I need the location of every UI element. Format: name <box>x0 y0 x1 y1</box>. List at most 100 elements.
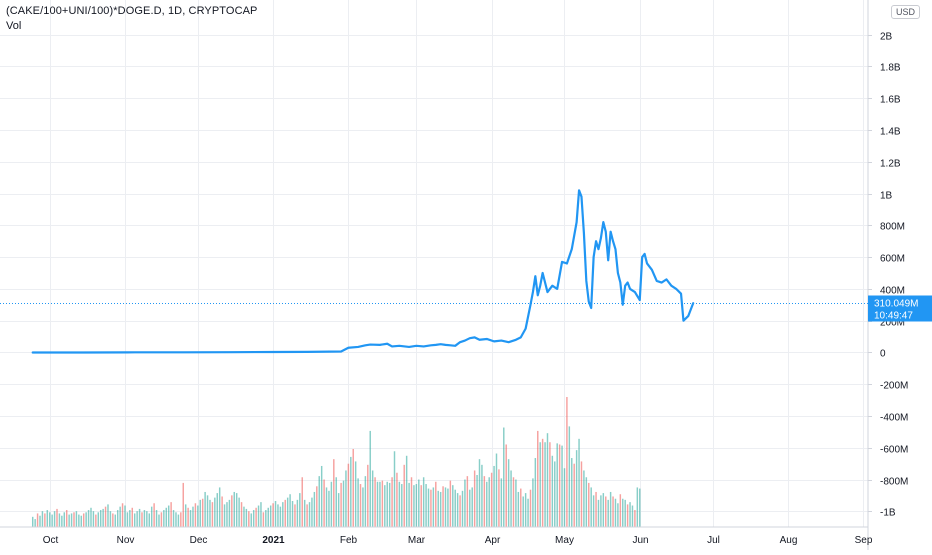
volume-bar <box>68 514 70 527</box>
volume-bar <box>121 503 124 527</box>
volume-bar <box>425 484 427 527</box>
volume-bar <box>184 504 187 527</box>
x-tick-label: Sep <box>855 535 873 546</box>
volume-bar <box>435 481 437 527</box>
volume-bar <box>277 504 279 527</box>
volume-bar <box>228 499 231 527</box>
volume-bar <box>257 505 260 527</box>
volume-bar <box>248 511 250 527</box>
volume-bar <box>296 499 299 527</box>
volume-bar <box>337 493 340 527</box>
y-tick-label: 1.2B <box>880 159 901 170</box>
volume-bar <box>362 487 364 527</box>
volume-bar <box>461 490 464 527</box>
volume-bar <box>158 514 160 527</box>
volume-bar <box>498 469 500 527</box>
y-tick-label: 2B <box>880 32 893 43</box>
volume-bar <box>165 507 167 527</box>
volume-bar <box>374 477 376 527</box>
y-tick-label: 800M <box>880 222 905 233</box>
x-tick-label: Nov <box>117 535 135 546</box>
volume-bar <box>622 498 624 527</box>
x-tick-label: Mar <box>408 535 426 546</box>
volume-bar <box>255 507 257 527</box>
volume-bar <box>369 430 371 527</box>
volume-bar <box>131 507 133 527</box>
volume-bar <box>403 464 405 527</box>
currency-button[interactable]: USD <box>890 5 920 19</box>
volume-bar <box>566 397 568 527</box>
volume-bar <box>238 497 240 527</box>
volume-bar <box>333 459 335 527</box>
volume-bar <box>350 456 352 527</box>
x-tick-label: Dec <box>190 535 208 546</box>
volume-bar <box>221 496 223 527</box>
volume-bar <box>595 491 597 527</box>
volume-bar <box>95 514 97 527</box>
volume-bar <box>490 472 493 527</box>
volume-bar <box>231 495 233 527</box>
volume-bar <box>588 482 590 527</box>
volume-bar <box>388 482 391 527</box>
volume-bar <box>56 508 58 527</box>
volume-bar <box>602 493 605 527</box>
volume-bar <box>571 458 573 527</box>
volume-bar <box>585 477 588 527</box>
volume-bar <box>410 477 413 527</box>
volume-bar <box>415 484 418 527</box>
volume-bar <box>99 510 102 527</box>
volume-bar <box>376 481 379 527</box>
volume-bar <box>473 470 476 527</box>
volume-bar <box>136 511 138 527</box>
volume-bar <box>316 486 318 527</box>
volume-bar <box>413 485 415 527</box>
volume-bar <box>31 516 34 527</box>
volume-bar <box>483 476 486 527</box>
y-tick-label: -200M <box>880 381 908 392</box>
volume-bar <box>70 513 73 527</box>
volume-bar <box>420 485 422 527</box>
volume-bar <box>267 507 269 527</box>
volume-bar <box>442 486 444 527</box>
volume-bar <box>39 515 41 527</box>
volume-bar <box>432 487 435 527</box>
volume-bar <box>488 477 490 527</box>
volume-bar <box>478 459 481 527</box>
volume-bar <box>558 444 561 527</box>
volume-bar <box>51 514 53 527</box>
volume-bar <box>391 477 393 527</box>
volume-bar <box>36 513 39 527</box>
volume-bar <box>189 510 192 527</box>
volume-bar <box>624 499 626 527</box>
volume-bar <box>505 444 507 527</box>
volume-bar <box>146 511 148 527</box>
volume-bar <box>447 488 449 527</box>
volume-bar <box>396 472 398 527</box>
volume-bar <box>160 512 163 527</box>
x-tick-label: Jun <box>632 535 648 546</box>
y-tick-label: -1B <box>880 508 896 519</box>
axis-layer: 2B 1.8B 1.6B 1.4B 1.2B 1B 800M 600M 400M 200M 0 -20… <box>0 0 908 550</box>
volume-bar <box>600 495 602 527</box>
volume-bar <box>335 477 337 527</box>
volume-bar <box>41 511 44 527</box>
volume-bar <box>639 488 641 527</box>
volume-bar <box>313 491 316 527</box>
volume-bar <box>537 430 539 527</box>
volume-bar <box>90 507 92 527</box>
volume-bar <box>340 482 342 527</box>
volume-bar <box>63 512 66 527</box>
volume-bar <box>284 499 286 527</box>
y-tick-label: -600M <box>880 445 908 456</box>
volume-bar <box>398 481 401 527</box>
volume-bar <box>629 502 631 527</box>
volume-bar <box>286 497 289 527</box>
volume-bar <box>148 513 150 527</box>
volume-bar <box>631 505 634 527</box>
volume-bar <box>459 495 461 527</box>
volume-bar <box>359 484 362 527</box>
volume-bar <box>87 510 90 527</box>
volume-bar <box>449 480 452 527</box>
